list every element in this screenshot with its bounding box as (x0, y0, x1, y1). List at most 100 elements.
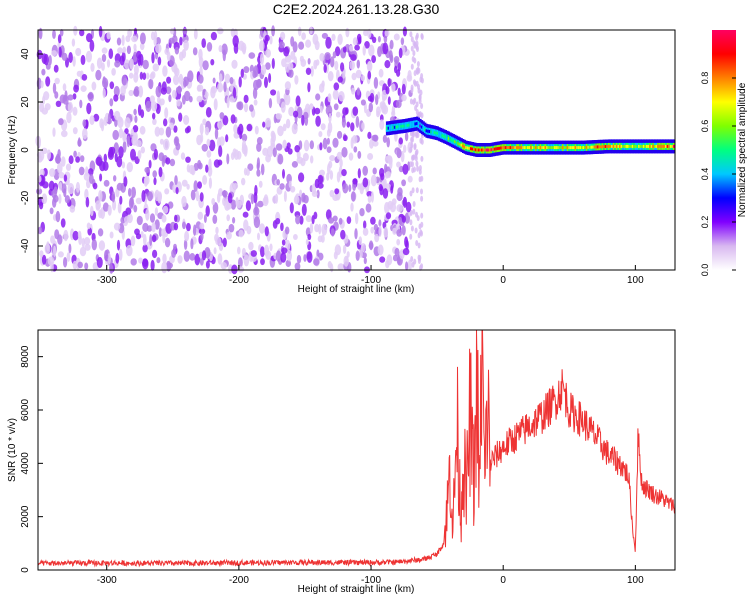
band-core (492, 147, 495, 151)
band-core (460, 143, 463, 147)
y-tick-label: 20 (20, 96, 31, 108)
noise-speckle (419, 89, 423, 96)
noise-speckle (153, 35, 157, 47)
noise-speckle (379, 256, 386, 263)
band-core (544, 146, 547, 150)
noise-speckle (218, 242, 224, 252)
noise-speckle (378, 219, 382, 227)
noise-speckle (237, 246, 241, 255)
noise-speckle (211, 198, 216, 206)
noise-speckle (413, 70, 417, 77)
noise-speckle (394, 247, 400, 257)
noise-speckle (355, 69, 362, 79)
noise-speckle (378, 184, 383, 192)
band-core (406, 123, 409, 127)
noise-speckle (162, 65, 168, 77)
noise-speckle (415, 160, 419, 167)
noise-speckle (398, 165, 404, 173)
band-core (568, 146, 571, 150)
noise-speckle (385, 212, 392, 220)
noise-speckle (278, 41, 285, 49)
band-core (419, 124, 422, 128)
noise-speckle (411, 136, 414, 143)
noise-speckle (151, 234, 157, 243)
noise-speckle (42, 181, 49, 189)
noise-speckle (299, 215, 304, 225)
band-core (584, 146, 587, 149)
noise-speckle (385, 171, 392, 179)
noise-speckle (391, 83, 396, 93)
noise-speckle (401, 179, 406, 187)
band-core (663, 144, 666, 148)
noise-speckle (342, 46, 347, 53)
noise-speckle (149, 72, 155, 80)
noise-speckle (213, 98, 218, 111)
x-tick-label: 0 (500, 575, 506, 586)
noise-speckle (363, 29, 369, 37)
noise-speckle (118, 127, 124, 139)
noise-speckle (282, 168, 285, 179)
noise-speckle (420, 34, 424, 40)
noise-speckle (206, 138, 211, 147)
noise-speckle (172, 89, 177, 99)
noise-speckle (183, 79, 187, 88)
x-tick-label: 100 (627, 275, 644, 286)
band-core (430, 130, 433, 134)
noise-speckle (149, 213, 156, 223)
noise-speckle (179, 36, 183, 46)
band-core (495, 147, 498, 151)
noise-speckle (162, 205, 169, 214)
band-core (561, 146, 565, 150)
noise-speckle (142, 59, 149, 70)
noise-speckle (58, 118, 64, 126)
noise-speckle (201, 38, 206, 48)
noise-speckle (268, 73, 272, 83)
noise-speckle (420, 73, 424, 79)
band-core (535, 146, 538, 150)
noise-speckle (130, 235, 136, 247)
noise-speckle (360, 75, 365, 82)
noise-speckle (113, 110, 121, 121)
noise-speckle (310, 65, 314, 77)
noise-speckle (53, 64, 59, 73)
x-tick-label: -300 (97, 575, 117, 586)
noise-speckle (126, 244, 133, 257)
noise-speckle (184, 90, 191, 102)
band-core (620, 144, 623, 148)
noise-speckle (182, 27, 188, 35)
noise-speckle (103, 179, 110, 187)
noise-speckle (416, 165, 420, 172)
band-core (554, 146, 557, 150)
noise-speckle (133, 43, 137, 51)
noise-speckle (333, 82, 340, 91)
noise-speckle (202, 175, 208, 185)
noise-speckle (287, 148, 293, 155)
noise-speckle (417, 83, 420, 90)
noise-speckle (299, 55, 304, 63)
noise-speckle (343, 255, 349, 267)
noise-speckle (346, 121, 351, 128)
noise-speckle (350, 202, 354, 212)
noise-speckle (420, 103, 424, 109)
band-core (443, 134, 446, 138)
top-x-axis-label: Height of straight line (km) (298, 284, 415, 295)
noise-speckle (236, 150, 242, 160)
noise-speckle (232, 183, 239, 190)
band-core (390, 126, 394, 130)
band-core (646, 144, 649, 148)
noise-speckle (106, 31, 111, 40)
noise-speckle (197, 211, 204, 220)
noise-speckle (226, 202, 232, 210)
band-core (577, 146, 581, 150)
band-core (606, 145, 609, 148)
noise-speckle (52, 82, 57, 94)
noise-speckle (299, 189, 303, 197)
noise-speckle (161, 155, 165, 167)
band-core (671, 144, 674, 148)
noise-speckle (378, 225, 382, 237)
noise-speckle (227, 192, 233, 204)
noise-speckle (296, 156, 303, 164)
noise-speckle (369, 139, 374, 149)
noise-speckle (317, 174, 324, 184)
noise-speckle (95, 200, 101, 210)
